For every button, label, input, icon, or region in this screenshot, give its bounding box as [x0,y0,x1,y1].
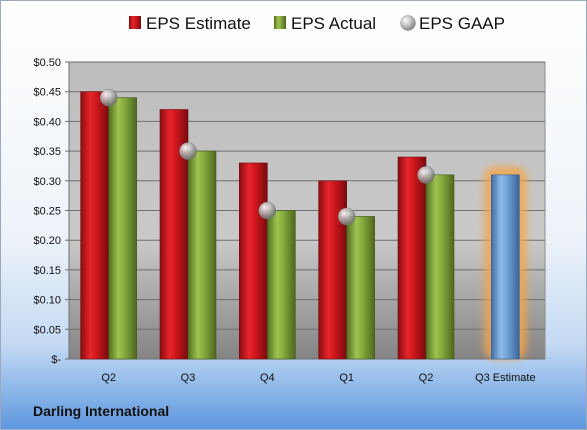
green-bar-swatch-icon [274,16,286,29]
bar-eps-actual-q4-2 [267,210,296,360]
bar-eps-actual-q1-3 [346,216,375,360]
marker-eps-gaap-q4-2 [258,201,277,220]
gray-sphere-icon [400,15,416,31]
x-tick-label: Q2 [101,372,116,384]
x-tick-label: Q2 [419,372,434,384]
red-bar-swatch-icon [129,16,141,29]
y-tick-label: $0.45 [33,87,61,99]
bar-eps-actual-q2-4 [425,174,455,360]
y-tick-label: $0.40 [33,116,61,128]
x-tick-label: Q1 [339,372,354,384]
bar-eps-estimate-q3-estimate [491,174,520,360]
y-tick-label: $0.25 [33,206,61,218]
y-tick-label: $0.15 [33,265,61,277]
gridlines [69,61,545,330]
y-tick-label: $0.50 [33,57,61,69]
y-tick-label: $0.05 [33,324,61,336]
y-tick-label: $- [51,354,61,366]
marker-eps-gaap-q1-3 [337,207,356,226]
marker-eps-gaap-q2-0 [99,88,118,107]
legend-label-eps-gaap: EPS GAAP [419,14,505,33]
company-name: Darling International [33,403,169,419]
marker-eps-gaap-q3-1 [179,142,197,160]
bar-eps-estimate-q1-3 [318,180,347,360]
legend: EPS Estimate EPS Actual EPS GAAP [129,14,505,33]
y-tick-label: $0.20 [33,235,61,247]
bar-eps-estimate-q2-0 [80,91,109,360]
x-axis: Q2 Q3 Q4 Q1 Q2 Q3 Estimate [69,358,545,384]
bar-eps-estimate-q4-2 [239,162,268,360]
y-tick-label: $0.30 [33,176,61,188]
x-tick-label: Q4 [260,372,275,384]
x-tick-label: Q3 [181,372,196,384]
gaap-markers [99,88,435,226]
legend-label-eps-actual: EPS Actual [291,14,376,33]
bar-eps-estimate-q2-4 [397,156,427,360]
x-tick-label: Q3 Estimate [475,372,536,384]
marker-eps-gaap-q2-4 [417,166,435,184]
y-tick-label: $0.35 [33,146,61,158]
y-axis: $- $0.05 $0.10 $0.15 $0.20 $0.25 $0.30 $0.35 $0.… [33,57,70,366]
legend-label-eps-estimate: EPS Estimate [146,14,251,33]
bar-eps-actual-q3-1 [187,150,217,360]
bar-eps-actual-q2-0 [108,97,137,360]
y-tick-label: $0.10 [33,295,61,307]
